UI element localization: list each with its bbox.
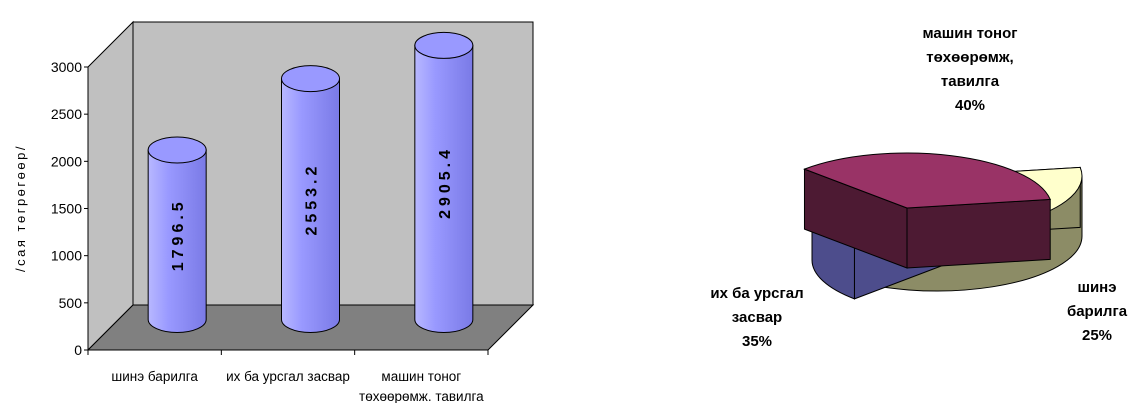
- bar-top: [147, 136, 207, 164]
- bar-body: [414, 44, 474, 333]
- slice-percent-label: 25%: [1082, 327, 1112, 344]
- y-tick-label: 2000: [51, 153, 82, 169]
- y-tick-label: 1000: [51, 248, 82, 264]
- y-tick-label: 3000: [51, 59, 82, 75]
- y-tick-label: 1500: [51, 201, 82, 217]
- bar-data-label: 1796.5: [170, 198, 187, 271]
- bar-cylinder: [147, 136, 207, 333]
- side-wall: [87, 20, 134, 352]
- slice-label: барилга: [1067, 303, 1128, 320]
- bar-cylinder: [414, 31, 474, 333]
- bar-cylinder: [281, 65, 340, 333]
- y-axis-label: /сая төгрөгөөр/: [13, 144, 28, 272]
- slice-cut-face: [906, 198, 1051, 269]
- bar-body: [281, 78, 340, 333]
- slice-top: [803, 152, 1051, 209]
- x-tick-label: машин тоног: [381, 369, 461, 384]
- x-tick-label: их ба урсгал засвар: [226, 369, 350, 384]
- slice-label: машин тоног: [923, 25, 1018, 42]
- y-tick-label: 500: [59, 295, 83, 311]
- bar-body: [147, 149, 207, 333]
- bar-top: [414, 31, 474, 59]
- pie-slice: [803, 152, 1051, 269]
- slice-percent-label: 40%: [955, 97, 985, 114]
- bar-top: [281, 65, 340, 93]
- slice-label: төхөөрөмж,: [926, 49, 1013, 66]
- x-tick-label: шинэ барилга: [111, 369, 198, 384]
- bar-chart: 0 500 1000 1500 2000 2500 3000/сая төгрөгөөр/1…: [13, 20, 535, 403]
- y-tick-label: 0: [74, 342, 82, 358]
- slice-label: тавилга: [941, 73, 1000, 90]
- slice-label: их ба урсгал: [710, 285, 803, 302]
- slice-label: засвар: [732, 309, 782, 326]
- slice-percent-label: 35%: [742, 333, 772, 350]
- slice-label: шинэ: [1077, 279, 1116, 296]
- pie-chart: машин тоног төхөөрөмж, тавилга 40% шинэ барил…: [710, 25, 1127, 350]
- x-tick-label: төхөөрөмж. тавилга: [359, 389, 484, 403]
- bar-data-label: 2905.4: [437, 146, 454, 219]
- y-tick-label: 2500: [51, 106, 82, 122]
- bar-data-label: 2553.2: [304, 163, 321, 236]
